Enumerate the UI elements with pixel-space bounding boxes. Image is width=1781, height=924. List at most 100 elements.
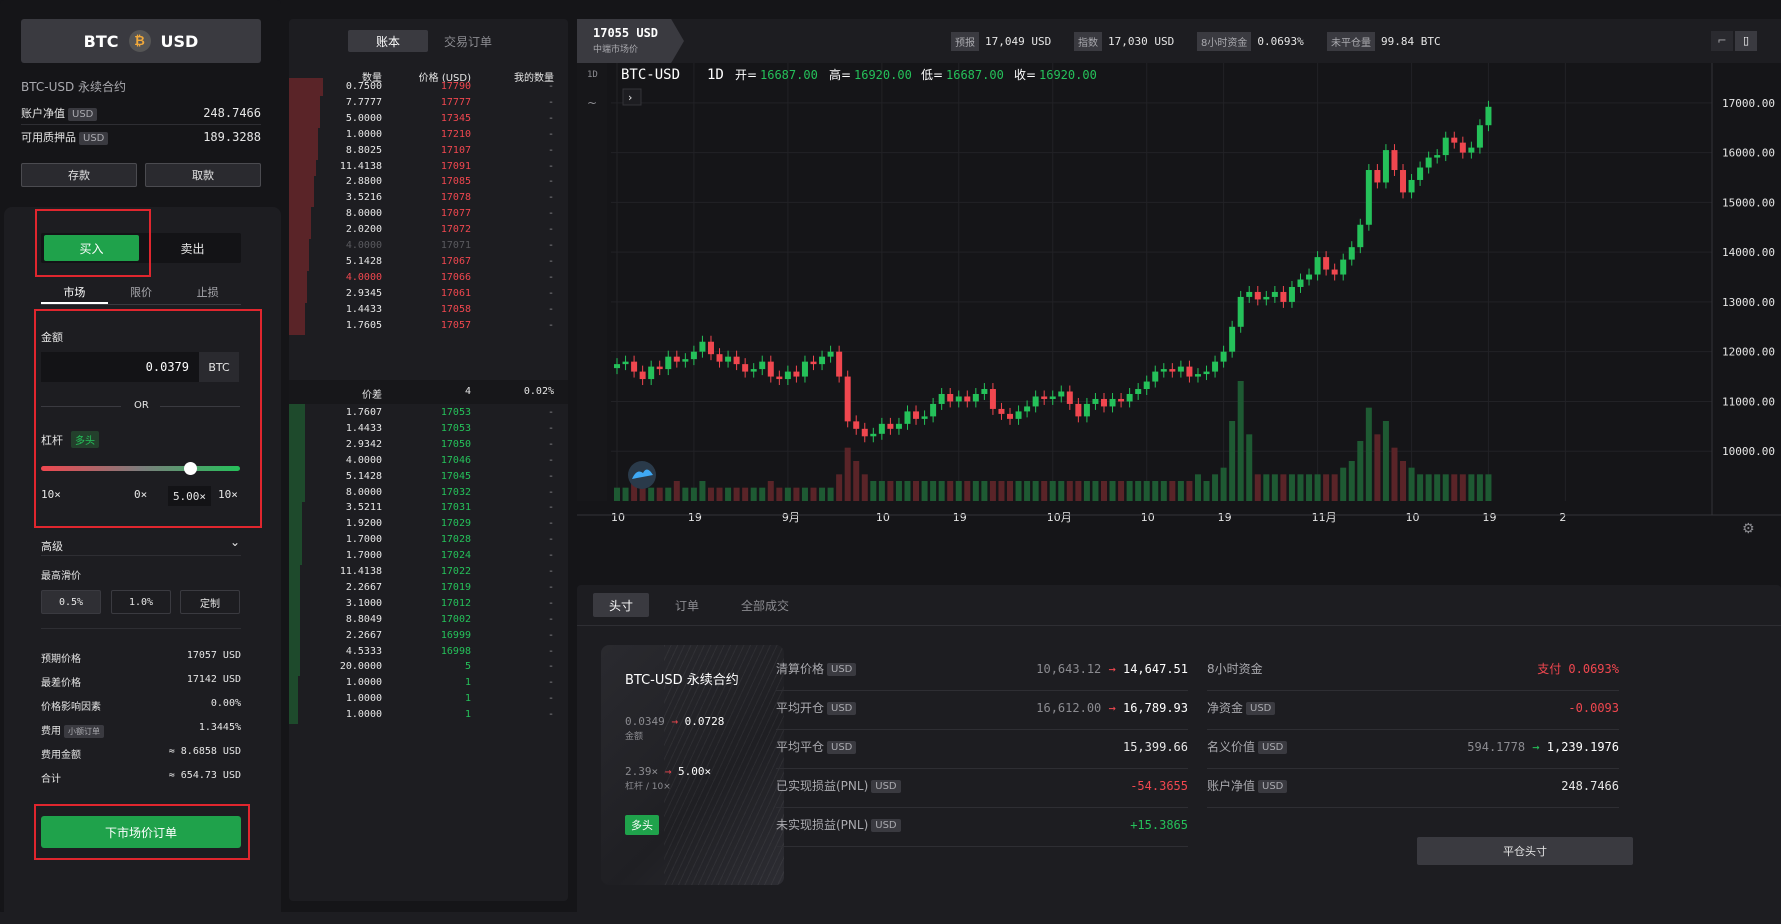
slippage-option-custom[interactable]: 定制 — [180, 590, 240, 614]
market-selector[interactable]: BTC ₿ USD — [21, 19, 261, 63]
highlight-box — [35, 209, 151, 277]
ask-row[interactable]: 2.9345 17061 - — [289, 284, 568, 303]
deposit-button[interactable]: 存款 — [21, 163, 137, 187]
divider — [41, 406, 121, 407]
ask-row[interactable]: 1.0000 17210 - — [289, 125, 568, 144]
sell-tab[interactable]: 卖出 — [180, 241, 205, 256]
leverage-slider[interactable] — [41, 466, 240, 471]
tab-orders[interactable]: 订单 — [675, 599, 700, 613]
tab-orderbook[interactable]: 账本 — [348, 30, 428, 52]
interval-button[interactable]: 1D — [587, 70, 598, 80]
tab-trades[interactable]: 交易订单 — [443, 34, 492, 49]
row-value-wrap: +15.3865 — [1130, 818, 1188, 832]
candle — [1391, 150, 1398, 171]
row-label-wrap: 平均平仓 USD — [776, 738, 857, 755]
bid-row[interactable]: 3.5211 17031 - — [289, 499, 568, 518]
candle — [1118, 398, 1125, 402]
arrow-right-icon: → — [1101, 700, 1123, 715]
advanced-label[interactable]: 高级 — [41, 540, 63, 553]
depth-bar — [289, 284, 307, 303]
volume-bar — [1408, 467, 1415, 501]
info-row: 费用 小额订单 1.3445% — [41, 722, 241, 738]
bid-row[interactable]: 8.0000 17032 - — [289, 483, 568, 502]
ask-row[interactable]: 0.7500 17790 - — [289, 78, 568, 96]
bid-row[interactable]: 20.0000 5 - — [289, 658, 568, 677]
bid-row[interactable]: 11.4138 17022 - — [289, 563, 568, 581]
withdraw-button[interactable]: 取款 — [145, 163, 261, 187]
order-price: 17066 — [440, 271, 471, 283]
order-price: 1 — [464, 693, 471, 705]
tab-stop[interactable]: 止损 — [196, 286, 219, 299]
bid-row[interactable]: 1.0000 1 - — [289, 690, 568, 709]
bid-row[interactable]: 1.7607 17053 - — [289, 404, 568, 422]
ask-row[interactable]: 3.5216 17078 - — [289, 189, 568, 208]
slippage-option-0-5[interactable]: 0.5% — [41, 590, 101, 614]
place-market-order-button[interactable]: 下市场价订单 — [41, 816, 241, 848]
bid-row[interactable]: 8.8049 17002 - — [289, 610, 568, 629]
candle — [1160, 369, 1167, 372]
tab-limit[interactable]: 限价 — [130, 286, 152, 299]
bid-row[interactable]: 1.7000 17028 - — [289, 531, 568, 550]
ask-row[interactable]: 2.8800 17085 - — [289, 173, 568, 192]
slider-handle[interactable] — [184, 462, 197, 475]
bid-row[interactable]: 1.4433 17053 - — [289, 419, 568, 438]
expand-button[interactable] — [622, 88, 642, 106]
my-qty: - — [547, 581, 554, 593]
ask-row[interactable]: 5.0000 17345 - — [289, 109, 568, 128]
ask-row[interactable]: 4.0000 17066 - — [289, 268, 568, 287]
ask-row[interactable]: 8.0000 17077 - — [289, 205, 568, 224]
candle-chart-icon[interactable]: ▯ — [1735, 31, 1757, 51]
ask-row[interactable]: 5.1428 17067 - — [289, 252, 568, 271]
bid-row[interactable]: 4.5333 16998 - — [289, 642, 568, 661]
trade-panel: BTC ₿ USD BTC-USD 永续合约 账户净值 USD 248.7466 … — [0, 0, 281, 912]
bid-row[interactable]: 4.0000 17046 - — [289, 451, 568, 470]
chevron-right-icon[interactable]: › — [628, 91, 632, 104]
y-tick-label: 11000.00 — [1722, 395, 1775, 408]
tab-position[interactable]: 头寸 — [593, 593, 650, 617]
stat-key: 预报 — [951, 32, 979, 51]
buy-tab[interactable]: 买入 — [44, 235, 139, 261]
bid-row[interactable]: 1.7000 17024 - — [289, 547, 568, 566]
x-tick-label: 10 — [876, 511, 890, 524]
bid-row[interactable]: 5.1428 17045 - — [289, 467, 568, 486]
my-qty: - — [547, 470, 554, 482]
candlestick-chart[interactable]: 1D ~ 17000.00 16000.00 15000.00 14000.00 13000… — [577, 63, 1781, 581]
ask-row[interactable]: 2.0200 17072 - — [289, 221, 568, 240]
tab-fills[interactable]: 全部成交 — [741, 599, 790, 613]
volume-bar — [964, 481, 971, 501]
indicator-icon[interactable]: ~ — [587, 96, 597, 110]
candle — [750, 369, 757, 372]
ask-row[interactable]: 8.8025 17107 - — [289, 141, 568, 160]
or-label: OR — [134, 400, 149, 411]
slippage-option-1-0[interactable]: 1.0% — [111, 590, 171, 614]
ask-row[interactable]: 7.7777 17777 - — [289, 93, 568, 112]
amount-unit[interactable]: BTC — [199, 352, 239, 382]
bid-row[interactable]: 2.2667 16999 - — [289, 626, 568, 645]
bid-row[interactable]: 3.1000 17012 - — [289, 594, 568, 613]
y-tick-label: 10000.00 — [1722, 445, 1775, 458]
my-qty: - — [547, 224, 554, 236]
bid-row[interactable]: 1.0000 1 - — [289, 706, 568, 725]
row-value-wrap: 594.1778 → 1,239.1976 — [1467, 740, 1619, 754]
bid-row[interactable]: 2.9342 17050 - — [289, 435, 568, 454]
line-chart-icon[interactable]: ⌐ — [1711, 31, 1733, 51]
bid-row[interactable]: 2.2667 17019 - — [289, 578, 568, 597]
ask-row[interactable]: 4.0000 17071 - — [289, 237, 568, 255]
depth-bar — [289, 578, 301, 597]
gear-icon[interactable]: ⚙ — [1742, 521, 1755, 537]
chevron-down-icon[interactable]: ⌄ — [230, 535, 241, 549]
ask-row[interactable]: 1.4433 17058 - — [289, 300, 568, 319]
volume-bar — [938, 481, 945, 501]
ask-row[interactable]: 11.4138 17091 - — [289, 157, 568, 176]
tab-market[interactable]: 市场 — [41, 284, 108, 304]
leverage-input[interactable]: 5.00× — [168, 486, 211, 506]
amount-input[interactable]: 0.0379 — [41, 352, 199, 382]
close-position-button[interactable]: 平仓头寸 — [1417, 837, 1633, 865]
card-amount-from: 0.0349 — [625, 715, 665, 728]
ohlc-value-low: 16687.00 — [946, 68, 1004, 82]
candle — [656, 366, 663, 370]
ask-row[interactable]: 1.7605 17057 - — [289, 316, 568, 335]
order-price: 17091 — [440, 160, 471, 172]
bid-row[interactable]: 1.9200 17029 - — [289, 515, 568, 534]
bid-row[interactable]: 1.0000 1 - — [289, 674, 568, 693]
